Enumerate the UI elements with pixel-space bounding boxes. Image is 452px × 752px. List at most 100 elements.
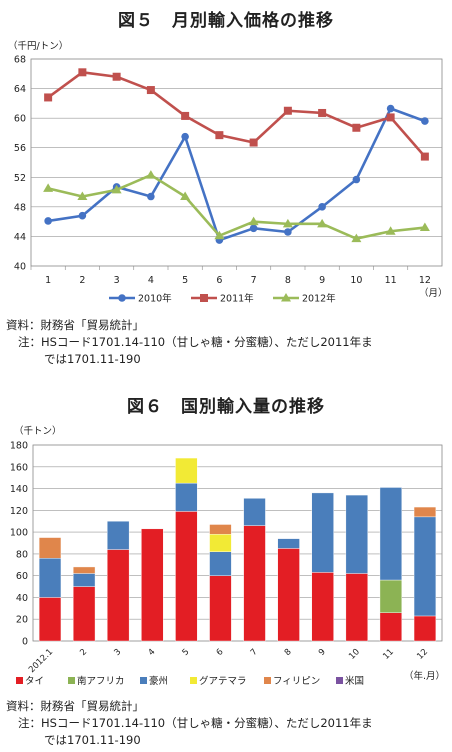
figure5-note-line2: では1701.11-190 [44, 352, 141, 366]
x-tick-label: 11 [385, 275, 397, 286]
data-point-2010年 [284, 228, 292, 236]
data-point-2011年 [318, 108, 327, 117]
x-tick-label: 3 [114, 275, 120, 286]
data-point-2012年 [385, 226, 396, 235]
y-tick-label: 60 [14, 114, 26, 125]
bar-segment-タイ [73, 586, 96, 642]
series-line-2012年 [47, 173, 426, 240]
legend-label: 2012年 [302, 293, 336, 305]
legend-swatch-米国 [336, 677, 343, 684]
bar-segment-グアテマラ [209, 534, 232, 552]
bar-segment-豪州 [209, 551, 232, 576]
bar-segment-タイ [209, 575, 232, 642]
data-point-2010年 [44, 217, 52, 225]
bar-segment-タイ [413, 615, 437, 642]
y-tick-label: 56 [14, 143, 26, 154]
legend-label: フィリピン [273, 676, 320, 687]
x-tick-label: 6 [215, 647, 226, 658]
legend-label: 米国 [345, 675, 364, 687]
bar-segment-フィリピン [73, 566, 96, 574]
x-tick-label: 4 [147, 647, 158, 658]
data-point-2010年 [181, 132, 189, 141]
bar-segment-豪州 [243, 498, 266, 526]
x-tick-label: 5 [181, 647, 192, 658]
legend-label: 2011年 [220, 293, 254, 305]
data-point-2012年 [419, 222, 430, 232]
y-tick-label: 40 [14, 262, 26, 273]
data-point-2011年 [78, 68, 87, 77]
data-point-2010年 [386, 104, 395, 113]
data-point-2010年 [249, 224, 258, 233]
data-point-2011年 [352, 123, 361, 132]
figure5-title: 図５ 月別輸入価格の推移 [118, 11, 334, 31]
bar-segment-タイ [345, 573, 368, 642]
bar-segment-フィリピン [209, 524, 232, 535]
plot-area [32, 444, 443, 642]
bar-segment-豪州 [107, 521, 130, 550]
y-tick-label: 20 [16, 615, 28, 626]
data-point-2012年 [248, 216, 259, 226]
bar-segment-タイ [311, 572, 334, 642]
x-tick-label: 12 [419, 275, 431, 286]
bar-segment-タイ [107, 549, 130, 642]
data-point-2010年 [352, 175, 361, 184]
y-tick-label: 48 [14, 202, 26, 213]
x-tick-label: 9 [317, 647, 328, 658]
legend-swatch-タイ [16, 677, 23, 684]
figure6-title: 図６ 国別輸入量の推移 [127, 397, 325, 417]
x-tick-label: 9 [319, 275, 325, 286]
bar-segment-タイ [38, 597, 62, 642]
y-tick-label: 180 [10, 441, 28, 452]
figure6-x-unit-label: （年.月） [404, 671, 446, 682]
legend-marker-2012年 [281, 293, 291, 302]
legend-label: グアテマラ [199, 675, 247, 687]
y-tick-label: 64 [14, 84, 26, 95]
legend-marker-2010年 [118, 294, 126, 302]
data-point-2011年 [44, 93, 53, 102]
figure5-x-unit-label: （月） [419, 288, 448, 299]
bar-segment-南アフリカ [379, 579, 402, 613]
data-point-2011年 [249, 138, 258, 147]
figure6-note-line2: では1701.11-190 [44, 733, 141, 747]
data-point-2011年 [146, 86, 155, 95]
plot-area [30, 58, 443, 267]
bar-segment-タイ [175, 511, 198, 642]
data-point-2012年 [145, 170, 156, 179]
legend-swatch-南アフリカ [68, 677, 75, 684]
x-tick-label: 10 [347, 647, 362, 662]
bar-segment-グアテマラ [175, 457, 198, 484]
bar-segment-タイ [141, 528, 164, 642]
x-tick-label: 8 [285, 275, 291, 286]
data-point-2011年 [283, 106, 292, 115]
figure6-source: 資料：財務省「貿易統計」 [6, 699, 144, 713]
legend-swatch-グアテマラ [190, 677, 197, 684]
x-tick-label: 3 [112, 647, 123, 658]
data-point-2012年 [43, 183, 54, 192]
x-tick-label: 1 [45, 275, 51, 286]
y-tick-label: 100 [10, 528, 28, 539]
bar-segment-豪州 [38, 558, 62, 598]
data-point-2012年 [111, 184, 122, 194]
data-point-2012年 [77, 191, 88, 201]
x-tick-label: 2 [79, 275, 85, 286]
series-line-2011年 [47, 71, 426, 158]
y-tick-label: 44 [14, 232, 26, 243]
bar-segment-豪州 [175, 482, 198, 512]
bar-segment-タイ [243, 525, 266, 642]
x-tick-label: 5 [182, 275, 188, 286]
data-point-2012年 [282, 218, 293, 228]
x-tick-label: 12 [415, 647, 430, 662]
data-point-2010年 [147, 192, 155, 201]
data-point-2011年 [386, 113, 395, 122]
data-point-2011年 [181, 111, 190, 120]
x-tick-label: 2 [78, 647, 89, 658]
bar-segment-豪州 [277, 538, 300, 549]
bar-segment-豪州 [345, 494, 368, 574]
data-point-2010年 [78, 211, 87, 220]
data-point-2011年 [112, 72, 121, 81]
bar-segment-豪州 [379, 487, 402, 581]
y-tick-label: 60 [16, 571, 28, 582]
figure5-source: 資料：財務省「貿易統計」 [6, 318, 144, 332]
data-point-2012年 [180, 191, 191, 201]
